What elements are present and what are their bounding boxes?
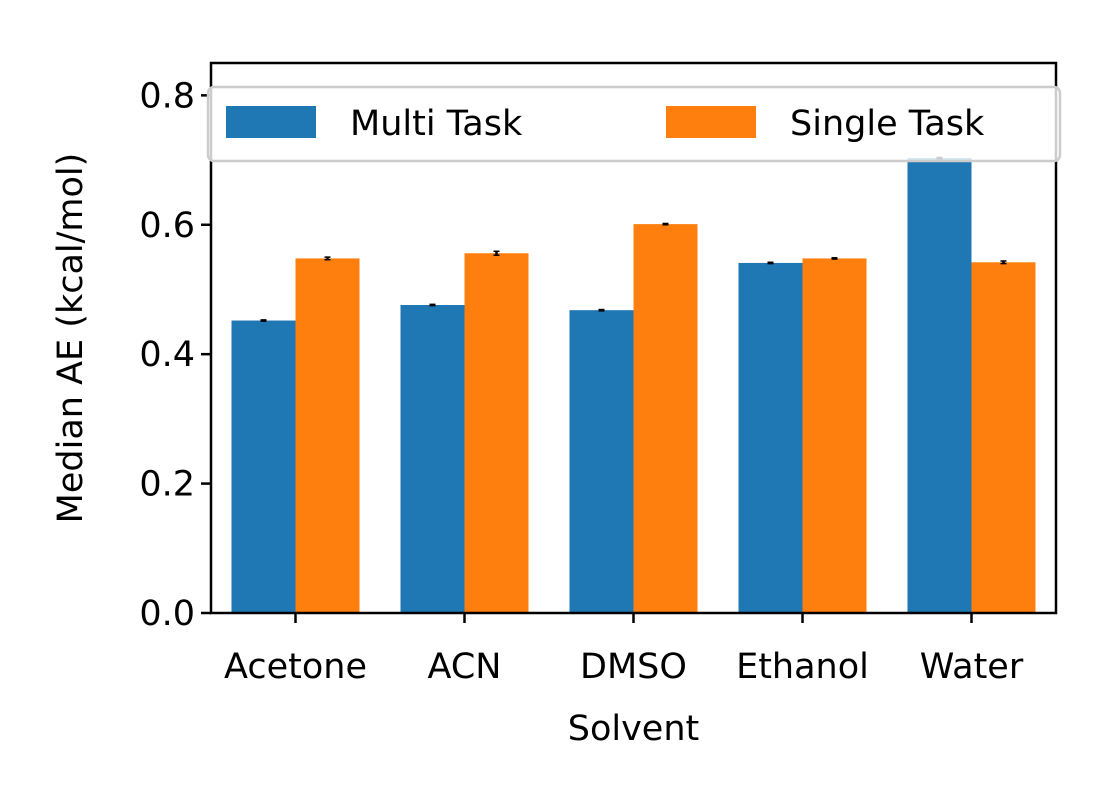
bar [971, 262, 1036, 613]
legend-swatch [226, 106, 316, 138]
bar [569, 310, 634, 613]
x-tick-label: ACN [428, 647, 502, 687]
bar [633, 224, 698, 613]
y-tick-label: 0.2 [139, 465, 195, 505]
bar [231, 320, 296, 613]
y-tick-label: 0.6 [139, 206, 195, 246]
bar [907, 158, 972, 613]
y-axis-label: Median AE (kcal/mol) [51, 153, 91, 524]
x-tick-label: Ethanol [736, 647, 869, 687]
legend-swatch [666, 106, 756, 138]
legend-label: Multi Task [350, 104, 523, 144]
bar [802, 258, 867, 613]
bar [400, 305, 465, 613]
axes-layer: 0.0 0.2 0.4 0.6 0.8 Acetone ACN DMSO Ethanol Wate… [139, 61, 1058, 687]
y-tick-label: 0.4 [139, 335, 195, 375]
bar [738, 262, 803, 613]
y-tick-label: 0.0 [139, 594, 195, 634]
bar [464, 253, 529, 613]
x-tick-label: Acetone [224, 647, 367, 687]
bar [295, 258, 360, 613]
x-tick-label: DMSO [580, 647, 687, 687]
legend-label: Single Task [790, 104, 985, 144]
bars-layer [231, 158, 1036, 613]
legend: Multi Task Single Task [206, 85, 1062, 163]
y-tick-label: 0.8 [139, 76, 195, 116]
legend-box [206, 85, 1062, 163]
x-axis-label: Solvent [568, 709, 700, 749]
x-tick-label: Water [920, 647, 1024, 687]
